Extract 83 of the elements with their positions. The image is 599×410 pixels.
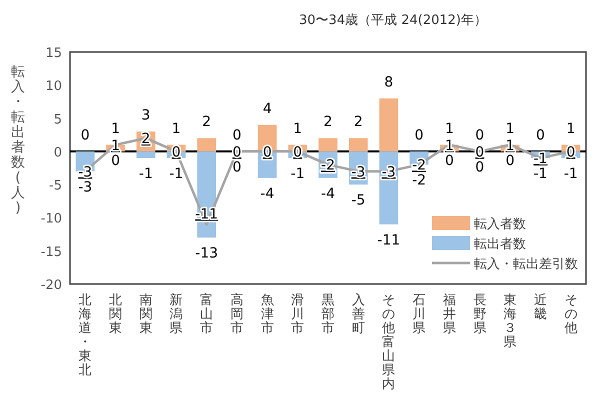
bar <box>136 151 156 158</box>
x-tick-label: 魚津市 <box>260 293 274 336</box>
data-label: 3 <box>141 108 150 124</box>
x-tick-label: 福井県 <box>442 293 456 336</box>
x-tick-label: 石川県 <box>412 293 426 336</box>
data-label: 1 <box>172 120 181 137</box>
x-tick-label: 黒部市 <box>322 293 334 336</box>
data-label: -2 <box>321 158 335 174</box>
y-tick-label: 10 <box>45 79 62 94</box>
data-label: -3 <box>351 164 366 180</box>
data-label: 1 <box>444 120 454 137</box>
data-label: -4 <box>260 186 274 202</box>
bar <box>318 138 338 152</box>
bar <box>197 138 216 152</box>
x-tick-label: 富山市 <box>200 292 214 336</box>
chart-title: 30〜34歳（平成 24(2012)年） <box>299 13 487 28</box>
x-tick-label: 近畿 <box>534 293 547 322</box>
data-label: 0 <box>232 127 242 144</box>
data-label: 0 <box>172 144 181 160</box>
x-tick-label: 北関東 <box>109 293 122 336</box>
y-tick-label: 5 <box>54 112 62 128</box>
data-label: 0 <box>414 127 424 144</box>
x-tick-label: 長野県 <box>473 293 486 336</box>
data-label: -13 <box>195 246 218 262</box>
data-label: -3 <box>78 179 92 196</box>
data-label: 0 <box>475 159 484 176</box>
data-label: 0 <box>444 152 454 169</box>
legend-label: 転入・転出差引数 <box>474 257 578 272</box>
data-label: 1 <box>111 138 120 154</box>
data-label: 0 <box>80 127 90 144</box>
x-tick-label: その他 <box>564 293 578 336</box>
y-tick-label: -10 <box>40 212 62 227</box>
y-tick-label: -5 <box>49 178 62 194</box>
data-label: -1 <box>533 166 548 182</box>
y-tick-label: -15 <box>40 244 62 260</box>
y-tick-label: -20 <box>40 278 62 293</box>
data-label: -5 <box>351 192 366 209</box>
data-label: 2 <box>141 131 150 148</box>
x-tick-label: 南関東 <box>139 293 152 336</box>
data-label: -1 <box>169 166 184 182</box>
data-label: 2 <box>202 114 212 130</box>
data-label: -11 <box>377 232 400 248</box>
data-label: 0 <box>293 144 302 160</box>
data-label: 0 <box>475 127 484 144</box>
data-label: -1 <box>138 166 153 182</box>
data-label: -1 <box>564 166 578 182</box>
data-label: 4 <box>262 100 272 117</box>
y-tick-label: 0 <box>54 145 62 160</box>
x-tick-label: 新潟県 <box>170 293 183 336</box>
data-label: -4 <box>321 186 336 202</box>
data-label: 0 <box>232 159 242 176</box>
data-label: 0 <box>506 152 515 169</box>
data-label: -3 <box>382 164 396 180</box>
data-label: 1 <box>444 138 454 154</box>
data-label: 0 <box>111 152 120 169</box>
x-tick-label: 東海３県 <box>504 293 517 350</box>
x-tick-label: 入善町 <box>352 293 365 336</box>
data-label: 1 <box>506 138 515 154</box>
data-label: 1 <box>506 120 515 137</box>
x-tick-label: 北海道・東北 <box>78 293 92 378</box>
bar <box>348 138 368 152</box>
data-label: 1 <box>111 120 120 137</box>
data-label: 1 <box>293 120 302 137</box>
data-label: 2 <box>324 114 332 130</box>
text: 転入・転出者数(人) <box>11 64 25 216</box>
data-label: 8 <box>384 74 394 90</box>
data-label: 0 <box>566 144 576 160</box>
data-label: 0 <box>536 127 545 144</box>
data-label: -11 <box>195 206 218 222</box>
x-tick-label: 滑川市 <box>291 293 304 336</box>
data-label: 2 <box>354 114 363 130</box>
bar <box>379 98 398 152</box>
legend-label: 転入者数 <box>474 217 526 232</box>
data-label: 0 <box>262 144 272 160</box>
data-label: 0 <box>475 144 484 160</box>
data-label: 1 <box>566 120 576 137</box>
legend-label: 転出者数 <box>474 237 526 252</box>
x-tick-label: その他富山県内 <box>382 293 396 392</box>
data-label: -3 <box>78 164 92 180</box>
y-tick-label: 15 <box>45 46 62 61</box>
data-label: -1 <box>290 166 305 182</box>
data-label: -2 <box>412 172 426 189</box>
x-tick-label: 高岡市 <box>230 292 244 336</box>
